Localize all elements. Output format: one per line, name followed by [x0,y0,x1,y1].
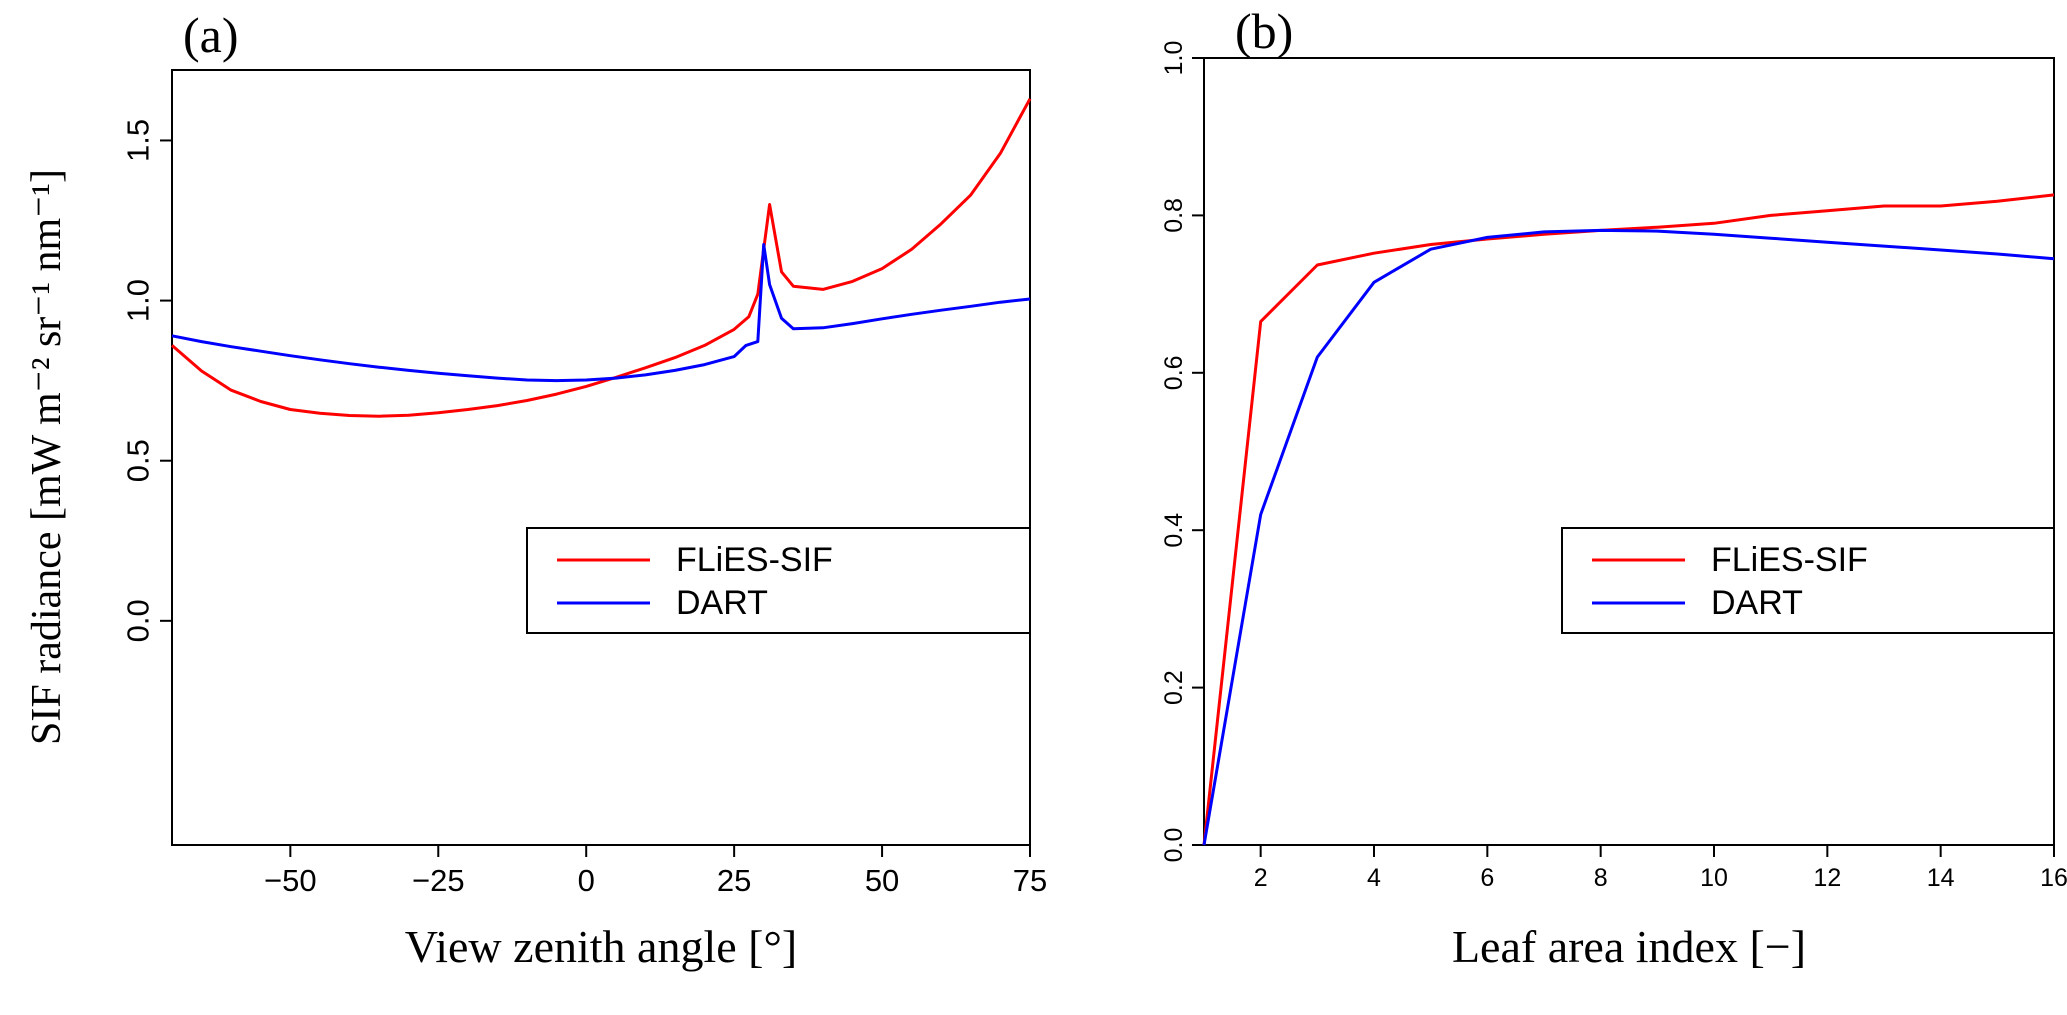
legend-label: FLiES-SIF [1711,541,1868,579]
x-tick-label: −50 [264,863,317,898]
plot-box [1203,57,2055,846]
x-tick-label: 6 [1480,864,1494,892]
panel-a-x-axis-title: View zenith angle [°] [404,921,798,972]
x-tick-label: 50 [865,863,899,898]
panel-a-y-axis-title: SIF radiance [mW m⁻² sr⁻¹ nm⁻¹] [24,169,70,745]
y-tick-label: 0.5 [121,439,156,482]
x-tick-label: 4 [1367,864,1381,892]
y-tick-label: 0.4 [1160,513,1188,548]
series-line-flies-sif [1202,193,2055,846]
y-tick-label: 0.0 [1160,828,1188,863]
x-tick-label: −25 [412,863,465,898]
x-tick-label: 16 [2040,864,2067,892]
y-tick-label: 0.0 [121,599,156,642]
legend-box [526,527,1031,634]
x-tick-label: 8 [1594,864,1608,892]
y-tick-label: 0.2 [1160,670,1188,705]
x-tick-label: 25 [717,863,751,898]
series-line-flies-sif [171,98,1032,418]
y-tick-label: 0.6 [1160,355,1188,390]
plot-box [171,69,1031,846]
x-tick-label: 0 [578,863,595,898]
legend-label: DART [1711,584,1803,622]
x-tick-label: 10 [1700,864,1728,892]
y-tick-label: 1.0 [1160,41,1188,76]
panel-a-plot: −50 −25 0 25 50 75 0.0 0.5 1.0 1.5 FLiES-SIF DART [121,69,1047,898]
panel-b-plot: 2 4 6 8 10 12 14 16 0.0 0.2 0.4 0.6 0.8 1.0 FLiES-SIF D… [1160,41,2067,892]
y-tick-label: 1.0 [121,279,156,322]
panel-a-label: (a) [183,7,239,63]
legend-label: FLiES-SIF [676,541,833,579]
legend-label: DART [676,584,768,622]
x-tick-label: 12 [1813,864,1841,892]
x-tick-label: 14 [1927,864,1955,892]
series-line-dart [1202,228,2055,846]
panel-a: −50 −25 0 25 50 75 0.0 0.5 1.0 1.5 FLiES-SIF DART (… [0,0,1047,1015]
panel-b: 2 4 6 8 10 12 14 16 0.0 0.2 0.4 0.6 0.8 1.0 FLiES-SIF D… [1033,0,2067,1015]
y-tick-label: 1.5 [121,119,156,162]
legend-box [1561,527,2055,634]
panel-b-x-axis-title: Leaf area index [−] [1451,921,1807,972]
panel-b-label: (b) [1235,3,1294,59]
series-line-dart [171,243,1031,383]
x-tick-label: 75 [1013,863,1047,898]
x-tick-label: 2 [1254,864,1268,892]
y-tick-label: 0.8 [1160,198,1188,233]
